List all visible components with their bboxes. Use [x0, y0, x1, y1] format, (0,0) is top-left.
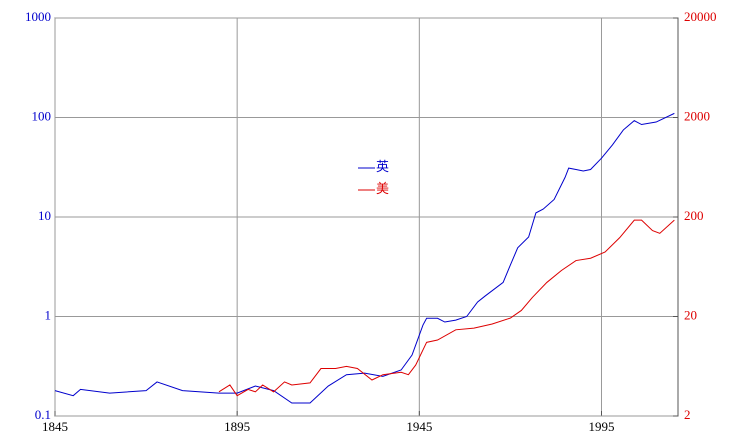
y2-tick-label: 20 — [684, 307, 697, 322]
y2-tick-label: 2000 — [684, 108, 710, 123]
y-tick-label: 100 — [32, 108, 52, 123]
y-tick-label: 10 — [38, 208, 51, 223]
y2-tick-label: 2 — [684, 407, 691, 422]
y-tick-label: 1 — [45, 307, 52, 322]
legend-label: 美 — [376, 181, 389, 196]
data-line — [218, 219, 675, 397]
y-tick-label: 0.1 — [35, 407, 51, 422]
y-tick-label: 1000 — [25, 9, 51, 24]
x-tick-label: 1895 — [224, 419, 250, 434]
y2-tick-label: 200 — [684, 208, 704, 223]
y2-tick-label: 20000 — [684, 9, 717, 24]
x-tick-label: 1995 — [588, 419, 614, 434]
x-tick-label: 1845 — [42, 419, 68, 434]
x-tick-label: 1945 — [406, 419, 432, 434]
data-line — [54, 112, 675, 404]
legend-label: 英 — [376, 159, 389, 174]
